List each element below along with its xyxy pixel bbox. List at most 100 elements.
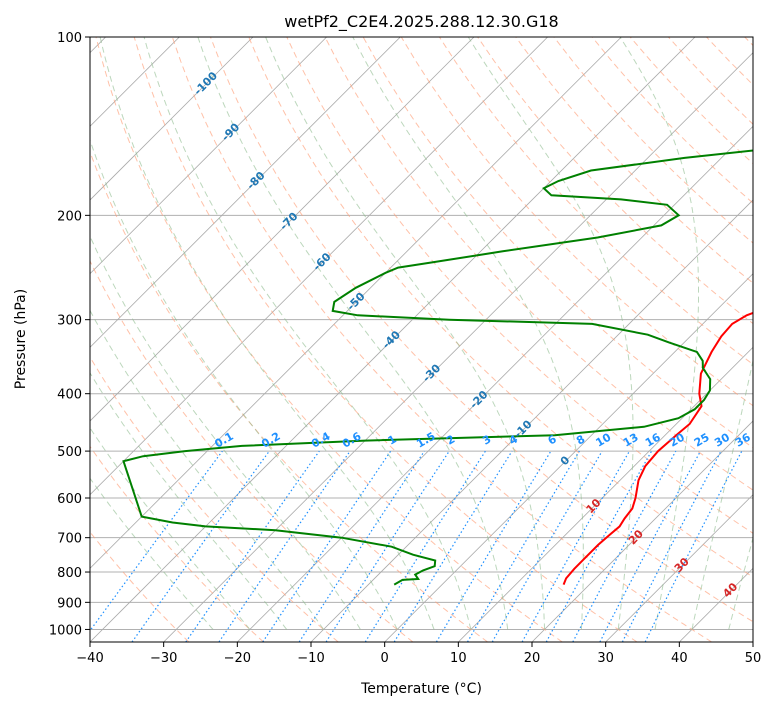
moist-adiabat-line (143, 37, 472, 630)
profile-lines (122, 149, 753, 586)
mixing-ratio-label: 36 (733, 430, 753, 449)
axes: −40 −30 −20 −10 0 10 20 30 40 5010020030040050060… (49, 31, 761, 666)
isotherm-line (90, 37, 401, 348)
isotherm-label: -40 (380, 328, 403, 351)
isotherm-line (752, 641, 753, 642)
dry-adiabat-line (171, 37, 712, 642)
x-tick-label: 0 (381, 651, 389, 666)
moist-adiabat-line (728, 536, 753, 630)
x-tick-label: 30 (597, 651, 614, 666)
dry-adiabat-line (591, 37, 753, 204)
isotherm-label: -70 (277, 209, 300, 232)
mixing-ratio-line (599, 450, 702, 642)
moist-adiabat-line (90, 235, 361, 630)
x-axis-label: Temperature (°C) (360, 681, 482, 697)
plot-frame (89, 36, 754, 643)
mixing-ratio-label: 0.4 (309, 429, 333, 450)
dry-adiabat-line (95, 37, 563, 642)
mixing-ratio-line (572, 450, 677, 642)
mixing-ratio-label: 10 (594, 430, 614, 449)
y-tick-label: 200 (57, 209, 82, 224)
isotherm-line (384, 273, 753, 642)
moist-adiabat-line (90, 138, 398, 630)
dry-adiabat-label: 10 (584, 496, 604, 516)
dry-adiabat-line (90, 150, 488, 642)
y-tick-label: 800 (57, 566, 82, 581)
mixing-ratio-line (131, 450, 270, 642)
dry-adiabat-line (286, 37, 753, 534)
moist-adiabat-line (619, 37, 699, 630)
moist-adiabat-line (467, 37, 634, 630)
dry-adiabat-label: 20 (626, 527, 646, 547)
mixing-ratio-label: 20 (667, 430, 687, 449)
isotherm-line (90, 37, 254, 201)
dry-adiabat-line (553, 37, 753, 244)
isotherm-label: -60 (310, 250, 333, 273)
isotherm-line (90, 37, 475, 422)
mixing-ratio-label: 0.2 (259, 430, 282, 451)
y-tick-label: 300 (57, 314, 82, 329)
x-tick-label: 40 (671, 651, 688, 666)
dry-adiabat-line (90, 445, 264, 642)
isotherm-label: 0 (558, 453, 573, 468)
x-tick-label: 20 (524, 651, 541, 666)
x-tick-label: −40 (76, 651, 103, 666)
dry-adiabat-line (668, 37, 753, 125)
dry-adiabat-line (210, 37, 753, 623)
mixing-ratio-line (364, 450, 486, 642)
mixing-ratio-line (90, 450, 223, 632)
chart-title: wetPf2_C2E4.2025.288.12.30.G18 (284, 12, 558, 32)
isotherm-line (90, 37, 327, 275)
isotherm-line (90, 37, 696, 642)
isotherm-line (90, 37, 622, 569)
y-tick-label: 500 (57, 445, 82, 460)
moist-adiabat-line (352, 37, 584, 630)
isotherm-line (679, 567, 753, 642)
y-tick-label: 900 (57, 596, 82, 611)
x-tick-label: 10 (450, 651, 467, 666)
mixing-ratio-line (185, 450, 320, 642)
moist-adiabat-line (90, 477, 214, 630)
mixing-ratio-label: 1.5 (414, 430, 437, 451)
mixing-ratio-label: 30 (712, 430, 732, 449)
mixing-ratio-label: 8 (574, 433, 587, 448)
y-axis-label: Pressure (hPa) (13, 289, 29, 389)
dry-adiabat-line (706, 37, 753, 86)
mixing-ratio-line (298, 450, 425, 642)
x-tick-label: −20 (224, 651, 251, 666)
isotherm-line (90, 37, 548, 496)
mixing-ratio-line (521, 450, 631, 642)
mixing-ratio-line (393, 450, 513, 642)
y-tick-label: 700 (57, 532, 82, 547)
mixing-ratio-line (435, 450, 552, 642)
y-tick-label: 1000 (49, 623, 82, 638)
dry-adiabat-line (515, 37, 753, 284)
moist-adiabat-line (90, 309, 324, 630)
isotherm-label: -80 (244, 169, 267, 192)
y-tick-label: 400 (57, 388, 82, 403)
temperature-profile (562, 311, 753, 585)
moist-adiabat-line (90, 371, 288, 630)
mixing-ratio-line (545, 450, 653, 642)
mixing-ratio-line (644, 450, 743, 642)
isotherm-label: -20 (467, 388, 490, 411)
isotherm-line (531, 420, 753, 642)
mixing-ratio-line (262, 450, 392, 642)
isotherm-label: -100 (191, 69, 220, 98)
moist-adiabat-line (691, 358, 753, 630)
mixing-ratio-line (325, 450, 450, 642)
x-tick-label: 50 (745, 651, 762, 666)
mixing-ratio-line (218, 450, 351, 642)
isotherm-line (237, 125, 753, 642)
dry-adiabat-line (324, 37, 753, 491)
background-lines (90, 37, 753, 642)
dry-adiabat-line (90, 356, 339, 642)
mixing-ratio-label: 16 (643, 430, 663, 449)
moist-adiabat-line (265, 37, 546, 630)
mixing-ratio-label: 3 (480, 433, 493, 448)
mixing-ratio-label: 13 (621, 431, 641, 450)
dewpoint-profile (122, 149, 753, 586)
mixing-ratio-label: 25 (692, 431, 712, 450)
dry-adiabat-line (248, 37, 753, 578)
